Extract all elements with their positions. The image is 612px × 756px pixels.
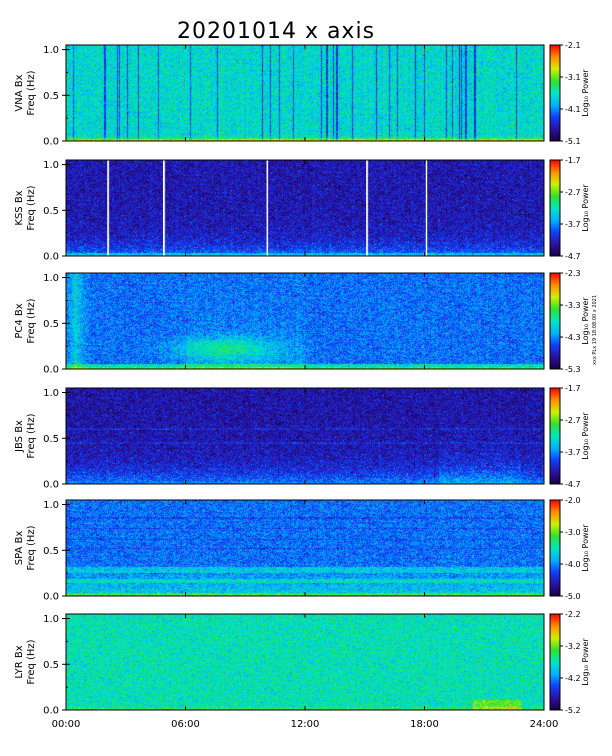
y-axis-label-station: SPA Bx <box>14 531 25 566</box>
panel-kss: 0.0 0.5 1.0 KSS Bx Freq (Hz) -1.7 -2.7 -3.7 -4.7… <box>14 156 590 263</box>
colorbar-tick-label: -2.0 <box>565 496 581 505</box>
y-axis-label-station: PC4 Bx <box>14 303 25 338</box>
colorbar-tick-label: -1.7 <box>565 384 581 393</box>
colorbar-tick-label: -4.7 <box>565 252 581 261</box>
spectrogram-image <box>66 160 544 256</box>
y-tick-label: 0.0 <box>43 480 59 491</box>
colorbar-tick-label: -2.7 <box>565 188 581 197</box>
colorbar-tick-label: -5.0 <box>565 592 581 601</box>
y-axis-label-freq: Freq (Hz) <box>26 70 37 115</box>
colorbar-tick-label: -2.7 <box>565 416 581 425</box>
panel-spa: 0.0 0.5 1.0 SPA Bx Freq (Hz) -2.0 -3.0 -4.0 -5.0… <box>14 496 590 603</box>
y-tick-label: 0.5 <box>43 206 59 217</box>
colorbar-tick-label: -3.0 <box>565 528 581 537</box>
colorbar-label: Log₁₀ Power <box>581 524 590 572</box>
spectrogram-image <box>66 500 544 596</box>
side-note: xxx PLx 19 18:08:00 x 2021 <box>592 295 598 365</box>
y-tick-label: 1.0 <box>43 500 59 511</box>
panel-lyr: 0.0 0.5 1.0 LYR Bx Freq (Hz) -2.2 -3.2 -4.2 -5.2… <box>14 610 590 717</box>
colorbar-label: Log₁₀ Power <box>581 638 590 686</box>
colorbar-tick-label: -3.1 <box>565 73 581 82</box>
y-tick-label: 0.5 <box>43 660 59 671</box>
y-tick-label: 1.0 <box>43 614 59 625</box>
y-tick-label: 0.0 <box>43 365 59 376</box>
y-tick-label: 0.0 <box>43 592 59 603</box>
colorbar-tick-label: -2.3 <box>565 269 581 278</box>
spectrogram-image <box>66 614 544 710</box>
colorbar-tick-label: -5.3 <box>565 365 581 374</box>
colorbar <box>549 159 561 257</box>
colorbar-tick-label: -4.3 <box>565 333 581 342</box>
colorbar <box>549 44 561 142</box>
y-tick-label: 0.5 <box>43 546 59 557</box>
y-axis-label-freq: Freq (Hz) <box>26 525 37 570</box>
colorbar-tick-label: -3.7 <box>565 220 581 229</box>
x-tick-label: 18:00 <box>410 719 439 730</box>
figure-title: 20201014 x axis <box>177 19 375 44</box>
y-tick-label: 0.0 <box>43 706 59 717</box>
y-tick-label: 1.0 <box>43 160 59 171</box>
y-tick-label: 0.5 <box>43 91 59 102</box>
colorbar-tick-label: -2.1 <box>565 41 581 50</box>
colorbar-tick-label: -4.0 <box>565 560 581 569</box>
spectrogram-image <box>66 388 544 484</box>
y-tick-label: 0.0 <box>43 252 59 263</box>
panel-jbs: 0.0 0.5 1.0 JBS Bx Freq (Hz) -1.7 -2.7 -3.7 -4.7… <box>14 384 590 491</box>
colorbar-tick-label: -4.1 <box>565 105 581 114</box>
x-tick-label: 00:00 <box>52 719 81 730</box>
colorbar-label: Log₁₀ Power <box>581 184 590 232</box>
y-tick-label: 0.0 <box>43 137 59 148</box>
colorbar <box>549 387 561 485</box>
colorbar-tick-label: -4.2 <box>565 674 581 683</box>
y-axis-label-freq: Freq (Hz) <box>26 298 37 343</box>
colorbar-label: Log₁₀ Power <box>581 297 590 345</box>
spectrogram-image <box>66 45 544 141</box>
y-axis-label-station: LYR Bx <box>14 645 25 678</box>
colorbar-tick-label: -3.3 <box>565 301 581 310</box>
colorbar-tick-label: -3.2 <box>565 642 581 651</box>
colorbar-tick-label: -4.7 <box>565 480 581 489</box>
y-axis-label-freq: Freq (Hz) <box>26 185 37 230</box>
colorbar-tick-label: -2.2 <box>565 610 581 619</box>
x-axis: 00:00 06:00 12:00 18:00 24:00 <box>52 719 559 730</box>
y-tick-label: 1.0 <box>43 273 59 284</box>
y-tick-label: 0.5 <box>43 434 59 445</box>
y-axis-label-station: JBS Bx <box>14 420 25 453</box>
spectrogram-image <box>66 273 544 369</box>
x-tick-label: 24:00 <box>530 719 559 730</box>
x-tick-label: 12:00 <box>291 719 320 730</box>
colorbar-tick-label: -1.7 <box>565 156 581 165</box>
colorbar <box>549 613 561 711</box>
y-axis-label-freq: Freq (Hz) <box>26 639 37 684</box>
colorbar-tick-label: -5.1 <box>565 137 581 146</box>
colorbar-label: Log₁₀ Power <box>581 69 590 117</box>
y-tick-label: 1.0 <box>43 45 59 56</box>
y-axis-label-station: KSS Bx <box>14 190 25 225</box>
panel-vna: 0.0 0.5 1.0 VNA Bx Freq (Hz) -2.1 -3.1 -4.1 -5.1… <box>14 41 590 148</box>
x-tick-label: 06:00 <box>171 719 200 730</box>
colorbar-tick-label: -5.2 <box>565 706 581 715</box>
colorbar <box>549 499 561 597</box>
colorbar <box>549 272 561 370</box>
y-axis-label-freq: Freq (Hz) <box>26 413 37 458</box>
y-tick-label: 1.0 <box>43 388 59 399</box>
y-axis-label-station: VNA Bx <box>14 74 25 111</box>
colorbar-tick-label: -3.7 <box>565 448 581 457</box>
panel-pc4: 0.0 0.5 1.0 PC4 Bx Freq (Hz) -2.3 -3.3 -4.3 -5.3… <box>14 269 590 376</box>
y-tick-label: 0.5 <box>43 319 59 330</box>
colorbar-label: Log₁₀ Power <box>581 412 590 460</box>
